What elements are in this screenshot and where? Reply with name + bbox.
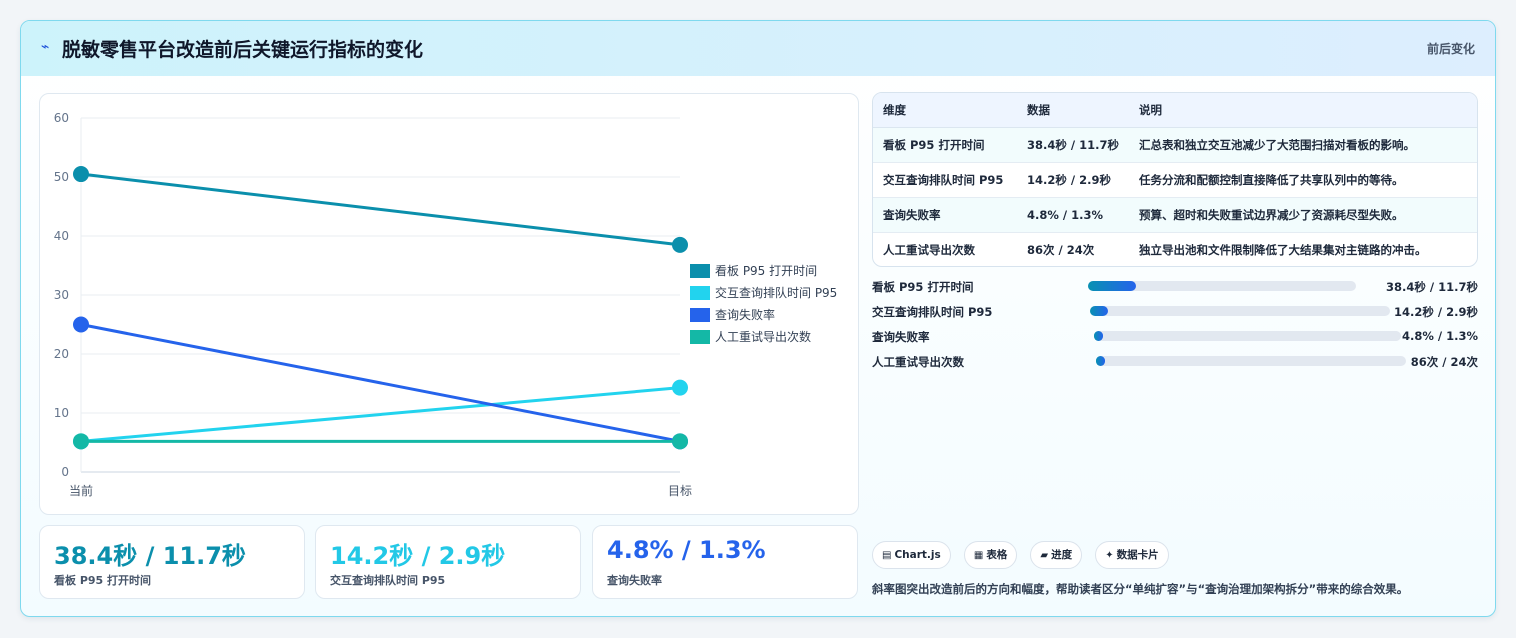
table-cell: 14.2秒 / 2.9秒 bbox=[1017, 162, 1129, 198]
chip-chartjs: ▤ Chart.js bbox=[872, 541, 951, 569]
table-cell: 查询失败率 bbox=[873, 197, 1017, 233]
kpi-label: 看板 P95 打开时间 bbox=[54, 574, 152, 587]
table-cell: 38.4秒 / 11.7秒 bbox=[1017, 127, 1129, 163]
data-point bbox=[672, 379, 688, 396]
table-icon: ▦ bbox=[973, 550, 984, 561]
y-tick-label: 10 bbox=[54, 406, 69, 420]
legend-swatch bbox=[690, 286, 710, 300]
kpi-label: 交互查询排队时间 P95 bbox=[330, 574, 446, 587]
legend-swatch bbox=[690, 308, 710, 322]
progress-fill bbox=[1096, 356, 1106, 366]
progress-label: 查询失败率 bbox=[872, 330, 930, 344]
header-tag: 前后变化 bbox=[1426, 42, 1475, 56]
table-header-data: 数据 bbox=[1017, 93, 1129, 128]
data-point bbox=[73, 316, 89, 333]
page-title: 脱敏零售平台改造前后关键运行指标的变化 bbox=[62, 39, 424, 61]
progress-value: 38.4秒 / 11.7秒 bbox=[1386, 280, 1478, 294]
kpi-value: 38.4秒 / 11.7秒 bbox=[54, 542, 246, 570]
y-tick-label: 40 bbox=[54, 229, 69, 243]
table-row: 交互查询排队时间 P95 14.2秒 / 2.9秒 任务分流和配额控制直接降低了… bbox=[873, 162, 1477, 198]
progress-label: 看板 P95 打开时间 bbox=[872, 280, 974, 294]
progress-row: 看板 P95 打开时间 38.4秒 / 11.7秒 bbox=[872, 276, 1478, 301]
kpi-card-queue: 14.2秒 / 2.9秒 交互查询排队时间 P95 bbox=[315, 525, 581, 599]
table-cell: 86次 / 24次 bbox=[1027, 243, 1095, 257]
kpi-card-dashboard: 38.4秒 / 11.7秒 看板 P95 打开时间 bbox=[39, 525, 305, 599]
chip-data-card: ✦ 数据卡片 bbox=[1095, 541, 1169, 569]
table-cell: 独立导出池和文件限制降低了大结果集对主链路的冲击。 bbox=[1138, 243, 1427, 257]
progress-list: 看板 P95 打开时间 38.4秒 / 11.7秒 交互查询排队时间 P95 1… bbox=[872, 276, 1478, 376]
chart-icon: ▤ bbox=[882, 550, 892, 561]
y-tick-label: 20 bbox=[54, 347, 69, 361]
data-point bbox=[73, 166, 89, 183]
y-tick-label: 60 bbox=[54, 111, 69, 125]
progress-icon: ▰ bbox=[1040, 550, 1049, 561]
x-tick-label: 目标 bbox=[668, 484, 692, 498]
series-line bbox=[80, 386, 681, 443]
footnote: 斜率图突出改造前后的方向和幅度，帮助读者区分“单纯扩容”与“查询治理加架构拆分”… bbox=[872, 582, 1409, 596]
progress-row: 人工重试导出次数 86次 / 24次 bbox=[872, 351, 1478, 376]
kpi-value: 14.2秒 / 2.9秒 bbox=[330, 542, 506, 570]
legend-swatch bbox=[690, 264, 710, 278]
series-line bbox=[80, 172, 681, 247]
metrics-table: 维度 数据 说明 看板 P95 打开时间 38.4秒 / 11.7秒 汇总表和独… bbox=[872, 92, 1478, 267]
table-row: 查询失败率 4.8% / 1.3% 预算、超时和失败重试边界减少了资源耗尽型失败… bbox=[873, 197, 1477, 233]
progress-value: 14.2秒 / 2.9秒 bbox=[1394, 305, 1478, 319]
chip-label: Chart.js bbox=[894, 549, 941, 561]
progress-track bbox=[1094, 331, 1401, 341]
x-tick-label: 当前 bbox=[69, 483, 93, 498]
card-header: ⌁ 脱敏零售平台改造前后关键运行指标的变化 前后变化 bbox=[21, 21, 1495, 76]
table-cell: 人工重试导出次数 bbox=[883, 243, 975, 257]
table-row: 看板 P95 打开时间 38.4秒 / 11.7秒 汇总表和独立交互池减少了大范… bbox=[873, 127, 1477, 163]
y-tick-label: 30 bbox=[54, 288, 69, 302]
progress-label: 人工重试导出次数 bbox=[872, 355, 964, 369]
table-header-dimension: 维度 bbox=[873, 93, 1017, 128]
kpi-card-failure: 4.8% / 1.3% 查询失败率 bbox=[592, 525, 858, 599]
card-icon: ✦ bbox=[1105, 550, 1114, 561]
progress-track bbox=[1090, 306, 1390, 316]
progress-track bbox=[1096, 356, 1406, 366]
progress-fill bbox=[1088, 281, 1137, 291]
progress-label: 交互查询排队时间 P95 bbox=[872, 305, 993, 319]
y-tick-label: 0 bbox=[61, 465, 69, 479]
table-header-description: 说明 bbox=[1128, 93, 1477, 128]
table-cell: 4.8% / 1.3% bbox=[1017, 197, 1129, 233]
legend-label: 交互查询排队时间 P95 bbox=[715, 285, 837, 300]
chip-label: 数据卡片 bbox=[1116, 549, 1159, 561]
progress-value: 4.8% / 1.3% bbox=[1402, 329, 1478, 343]
data-point bbox=[672, 433, 688, 450]
slope-chart: 0 10 20 30 40 50 60 当前 目标 看板 P95 打开时间交互查询排队时间 P95… bbox=[39, 93, 859, 515]
tech-chips: ▤ Chart.js ▦ 表格 ▰ 进度 ✦ 数据卡片 bbox=[872, 541, 1177, 569]
data-point bbox=[672, 236, 688, 253]
table-row: 人工重试导出次数 86次 / 24次 独立导出池和文件限制降低了大结果集对主链路… bbox=[873, 233, 1477, 267]
table-cell: 任务分流和配额控制直接降低了共享队列中的等待。 bbox=[1128, 162, 1477, 198]
kpi-label: 查询失败率 bbox=[607, 574, 662, 587]
lightning-icon: ⌁ bbox=[41, 39, 50, 55]
chip-label: 表格 bbox=[986, 549, 1008, 561]
legend-label: 人工重试导出次数 bbox=[715, 329, 811, 344]
chip-progress: ▰ 进度 bbox=[1030, 541, 1083, 569]
progress-fill bbox=[1094, 331, 1104, 341]
data-point bbox=[73, 433, 89, 450]
chip-label: 进度 bbox=[1051, 549, 1073, 561]
table-cell: 看板 P95 打开时间 bbox=[873, 127, 1017, 163]
legend-swatch bbox=[690, 330, 710, 344]
y-tick-label: 50 bbox=[54, 170, 69, 184]
legend-label: 看板 P95 打开时间 bbox=[715, 264, 817, 278]
series-line bbox=[80, 323, 681, 443]
progress-value: 86次 / 24次 bbox=[1410, 355, 1478, 369]
progress-row: 查询失败率 4.8% / 1.3% bbox=[872, 326, 1478, 351]
table-cell: 汇总表和独立交互池减少了大范围扫描对看板的影响。 bbox=[1128, 127, 1477, 163]
progress-track bbox=[1088, 281, 1356, 291]
legend-label: 查询失败率 bbox=[715, 307, 775, 322]
metrics-card: ⌁ 脱敏零售平台改造前后关键运行指标的变化 前后变化 0 10 20 30 40 50 60… bbox=[20, 20, 1496, 617]
chip-table: ▦ 表格 bbox=[963, 541, 1018, 569]
progress-row: 交互查询排队时间 P95 14.2秒 / 2.9秒 bbox=[872, 301, 1478, 326]
table-cell: 预算、超时和失败重试边界减少了资源耗尽型失败。 bbox=[1128, 197, 1477, 233]
kpi-value: 4.8% / 1.3% bbox=[607, 536, 766, 564]
progress-fill bbox=[1090, 306, 1108, 316]
table-header-row: 维度 数据 说明 bbox=[873, 93, 1477, 128]
table-cell: 交互查询排队时间 P95 bbox=[873, 162, 1017, 198]
